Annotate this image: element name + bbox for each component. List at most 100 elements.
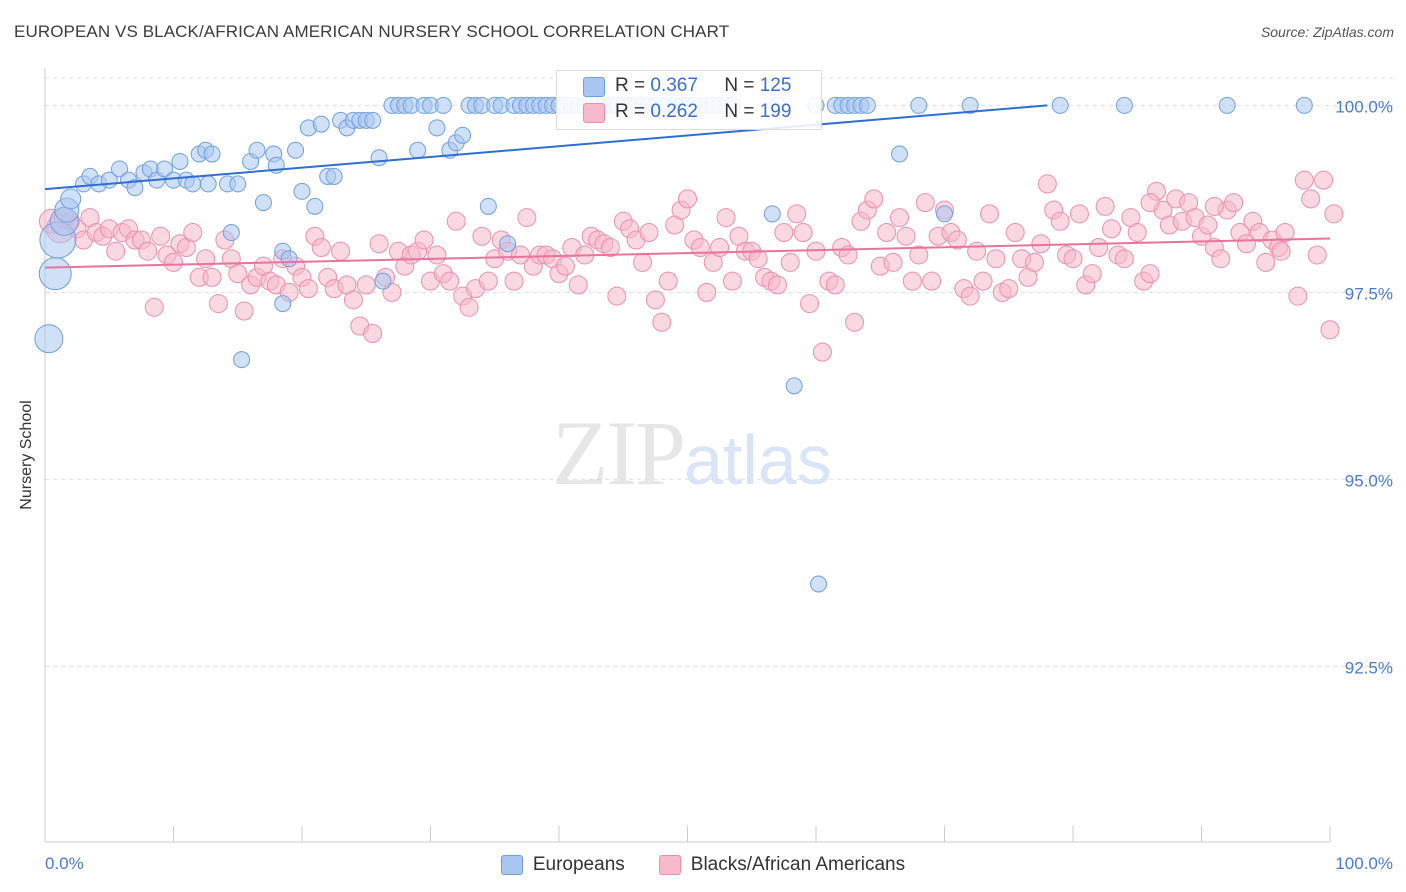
black-point <box>967 241 987 261</box>
black-point <box>1256 252 1276 272</box>
europeans-r-value: 0.367 <box>650 75 698 96</box>
european-point <box>454 126 472 144</box>
european-point <box>184 175 202 193</box>
y-tick-label: 100.0% <box>1335 97 1393 116</box>
black-point <box>658 271 678 291</box>
european-point <box>891 145 909 163</box>
european-point <box>434 96 452 114</box>
series-legend: Europeans Blacks/African Americans <box>0 852 1406 878</box>
european-point <box>312 115 330 133</box>
europeans-n-value: 125 <box>759 75 792 96</box>
black-point <box>864 189 884 209</box>
black-point <box>164 252 183 272</box>
black-point <box>896 226 916 246</box>
black-point <box>652 312 672 332</box>
european-point <box>409 141 427 159</box>
black-point <box>1198 215 1218 235</box>
european-point <box>233 351 251 369</box>
black-point <box>568 275 588 295</box>
black-point <box>331 241 351 261</box>
european-point <box>248 141 266 159</box>
europeans-swatch <box>583 77 605 97</box>
black-point <box>208 294 228 314</box>
european-point <box>961 96 979 114</box>
european-point <box>38 257 72 291</box>
black-point <box>600 237 620 257</box>
black-point <box>1324 204 1344 224</box>
black-r-value: 0.262 <box>650 101 698 122</box>
legend-item-black[interactable]: Blacks/African Americans <box>658 854 906 876</box>
european-point <box>364 111 382 129</box>
black-point <box>1089 237 1109 257</box>
black-point <box>1031 234 1051 254</box>
legend-label-europeans: Europeans <box>532 854 625 875</box>
black-point <box>1275 223 1295 243</box>
black-point <box>555 256 575 276</box>
black-n-label: N = <box>724 101 760 122</box>
black-point <box>151 226 171 246</box>
black-point <box>902 271 922 291</box>
legend-label-black: Blacks/African Americans <box>690 854 906 875</box>
black-point <box>343 290 363 310</box>
black-point <box>922 271 942 291</box>
black-point <box>369 234 389 254</box>
black-point <box>1301 189 1321 209</box>
source-label: Source: ZipAtlas.com <box>1260 24 1394 40</box>
black-point <box>1140 193 1160 213</box>
european-point <box>111 160 129 178</box>
black-point <box>1005 223 1025 243</box>
black-point <box>1063 249 1083 269</box>
european-point <box>858 96 876 114</box>
european-point <box>810 575 828 593</box>
black-point <box>890 208 910 228</box>
black-point <box>915 193 935 213</box>
black-point <box>144 297 164 317</box>
black-point <box>697 282 717 302</box>
y-tick-label: 95.0% <box>1345 471 1393 490</box>
black-point <box>1069 204 1089 224</box>
black-swatch <box>583 103 605 123</box>
black-r-label: R = <box>615 101 651 122</box>
black-point <box>787 204 807 224</box>
black-point <box>311 237 331 257</box>
european-point <box>325 167 343 185</box>
x-tick-label: 100.0% <box>1335 854 1393 873</box>
legend-swatch-europeans <box>500 855 523 875</box>
black-point <box>1307 245 1327 265</box>
black-point <box>812 342 832 362</box>
european-point <box>280 250 298 268</box>
black-point <box>1314 170 1334 190</box>
black-point <box>800 294 820 314</box>
black-point <box>183 223 203 243</box>
black-point <box>138 241 158 261</box>
trend-layer <box>44 104 1331 269</box>
european-point <box>293 182 311 200</box>
european-point <box>254 194 272 212</box>
european-point <box>199 175 217 193</box>
black-point <box>472 226 492 246</box>
legend-item-europeans[interactable]: Europeans <box>500 854 625 876</box>
black-point <box>427 245 447 265</box>
european-point <box>203 145 221 163</box>
black-point <box>722 271 742 291</box>
europeans-n-label: N = <box>724 75 760 96</box>
black-point <box>633 252 653 272</box>
black-point <box>780 252 800 272</box>
european-point <box>171 152 189 170</box>
european-point <box>1295 96 1313 114</box>
european-point <box>479 197 497 215</box>
black-point <box>1024 252 1044 272</box>
black-point <box>440 271 460 291</box>
european-point <box>910 96 928 114</box>
chart-title: EUROPEAN VS BLACK/AFRICAN AMERICAN NURSE… <box>14 22 730 41</box>
european-point <box>374 272 392 290</box>
european-point <box>1051 96 1069 114</box>
label-layer: 92.5% 95.0% 97.5% 100.0% 0.0% 100.0% <box>45 97 1393 873</box>
european-point <box>763 205 781 223</box>
european-point <box>126 179 144 197</box>
black-point <box>1288 286 1308 306</box>
black-point <box>234 301 254 321</box>
black-point <box>228 264 248 284</box>
black-point <box>504 271 524 291</box>
black-n-value: 199 <box>759 101 792 122</box>
